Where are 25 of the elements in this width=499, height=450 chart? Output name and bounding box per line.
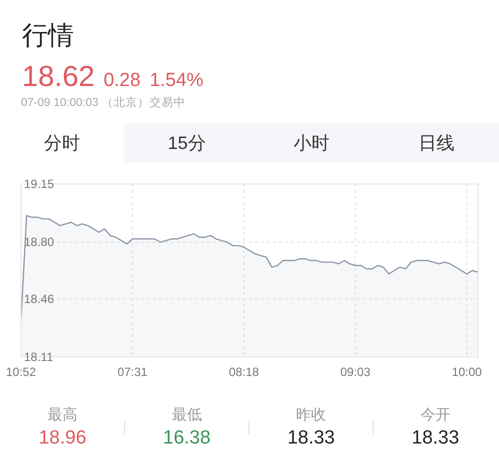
text: 今开 <box>420 406 450 424</box>
text: 18.96 <box>38 428 86 448</box>
text: 18.33 <box>412 428 460 448</box>
text: 16.38 <box>163 428 211 448</box>
text: 15分 <box>168 133 206 153</box>
text: 0.28 <box>104 70 141 91</box>
y-tick-label: 18.11 <box>24 350 54 364</box>
text: 分时 <box>44 133 80 153</box>
x-tick-label: 08:18 <box>228 365 260 379</box>
x-tick-label: 10:00 <box>452 365 482 379</box>
y-tick-label: 18.46 <box>24 292 54 306</box>
text: 日线 <box>418 133 454 153</box>
text: 小时 <box>294 133 330 153</box>
x-tick-label: 07:31 <box>117 365 148 379</box>
y-tick-label: 19.15 <box>24 177 54 191</box>
text: 最高 <box>48 406 78 424</box>
text: 18.62 <box>22 61 95 93</box>
chart-title: 行情 <box>22 20 74 50</box>
x-tick-label: 10:52 <box>6 365 36 379</box>
text: 最低 <box>172 406 202 424</box>
text: 1.54% <box>150 70 204 91</box>
text: 昨收 <box>296 406 326 424</box>
x-tick-label: 09:03 <box>340 365 371 379</box>
text: 18.33 <box>287 428 335 448</box>
chart-subtitle: 07-09 10:00:03 （北京）交易中 <box>21 95 186 109</box>
